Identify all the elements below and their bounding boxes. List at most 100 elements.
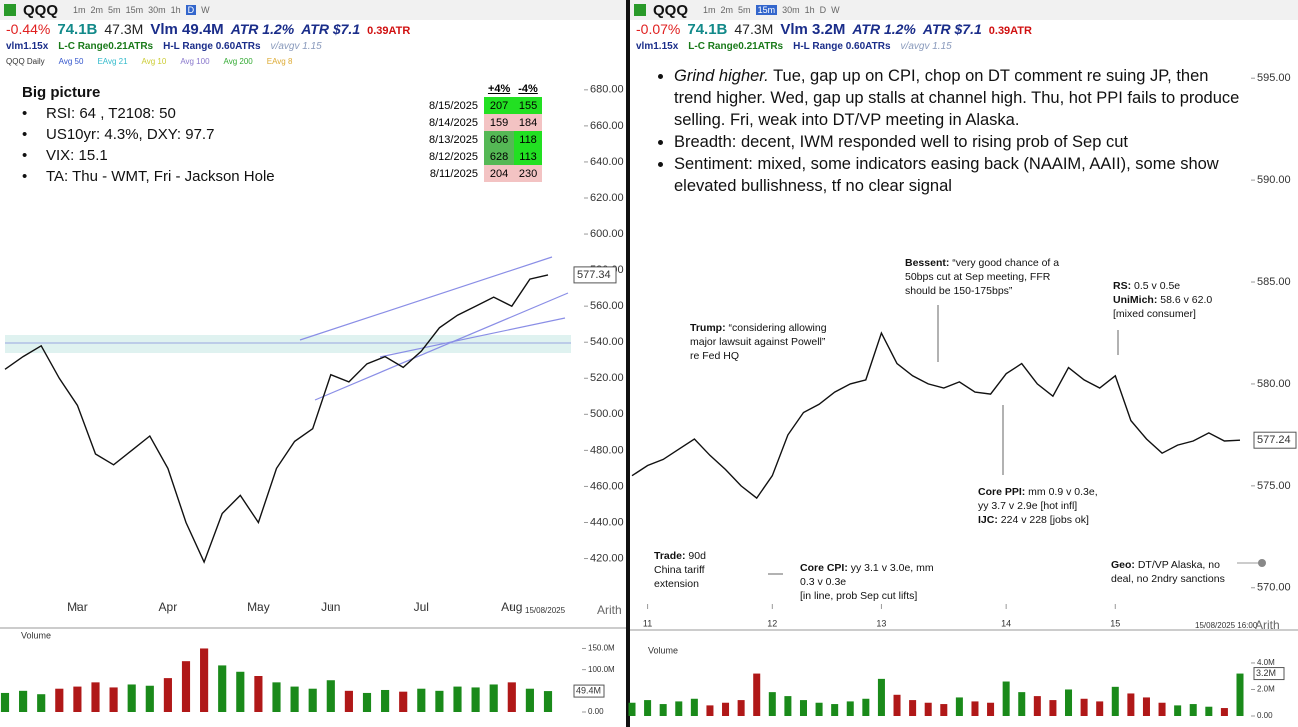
interval-button[interactable]: 5m xyxy=(738,5,751,15)
volume-bar xyxy=(200,648,209,712)
table-cell: 184 xyxy=(514,114,542,131)
indicator-row: QQQ Daily Avg 50 EAvg 21 Avg 10 Avg 100 Avg 2… xyxy=(6,57,292,66)
note-label: Bessent: xyxy=(905,257,950,269)
volume-title: Volume xyxy=(21,630,51,640)
table-row: 8/14/2025 159 184 xyxy=(425,114,542,131)
y-tick-label: 575.00 xyxy=(1257,480,1291,492)
volume-bar xyxy=(1142,697,1150,716)
price-tag-box xyxy=(1253,431,1297,449)
interval-button[interactable]: 1m xyxy=(703,5,716,15)
interval-button[interactable]: W xyxy=(831,5,840,15)
x-tick-label: 11 xyxy=(643,618,652,628)
volume-bar xyxy=(290,686,299,712)
quote-cap: 74.1B xyxy=(687,21,728,38)
interval-button[interactable]: 15m xyxy=(125,5,144,15)
volume-bar xyxy=(543,691,553,712)
y-tick-label: 680.00 xyxy=(590,84,624,96)
interval-button[interactable]: D xyxy=(185,5,197,15)
interval-button[interactable]: D xyxy=(819,5,827,15)
volume-bar xyxy=(1033,696,1041,716)
table-cell: 118 xyxy=(514,131,542,148)
volume-bar xyxy=(308,688,317,712)
indicator: Avg 50 xyxy=(58,57,84,66)
note-line: Trump: “considering allowing major lawsu… xyxy=(690,321,830,363)
interval-button[interactable]: 1h xyxy=(804,5,815,15)
volume-bar xyxy=(955,697,963,716)
indicator: Avg 100 xyxy=(180,57,210,66)
y-tick-label: 440.00 xyxy=(590,516,624,528)
quote-atr-pct: ATR 1.2% xyxy=(852,21,916,37)
volume-bar xyxy=(768,692,776,716)
y-tick-label: 590.00 xyxy=(1257,174,1291,186)
quote-vlm: Vlm 49.4M xyxy=(150,21,224,38)
volume-bar xyxy=(1049,700,1057,716)
interval-button[interactable]: W xyxy=(201,5,210,15)
volume-bar xyxy=(417,688,426,712)
note-text: mm 0.9 v 0.3e, xyxy=(1025,486,1098,498)
big-picture-title: Big picture xyxy=(22,84,101,101)
note-line: [in line, prob Sep cut lifts] xyxy=(800,589,950,603)
commentary-item: Grind higher. Tue, gap up on CPI, chop o… xyxy=(674,65,1246,131)
indicator: EAvg 8 xyxy=(266,57,293,66)
volume-bar xyxy=(1158,702,1166,716)
commentary: Grind higher. Tue, gap up on CPI, chop o… xyxy=(646,65,1246,197)
note-text: “very good chance of a 50bps cut at Sep … xyxy=(905,257,1060,297)
quote-row: -0.44% 74.1B 47.3M Vlm 49.4M ATR 1.2% ATR $7.… xyxy=(6,21,410,38)
stat: L-C Range0.21ATRs xyxy=(688,41,784,52)
quote-atr-ratio: 0.39ATR xyxy=(988,25,1032,37)
column-header: -4% xyxy=(518,82,538,95)
volume-bar xyxy=(1018,692,1026,716)
volume-bar xyxy=(784,696,792,716)
interval-button[interactable]: 15m xyxy=(755,5,778,15)
volume-bar xyxy=(272,682,281,712)
price-tag: 577.34 xyxy=(577,269,611,281)
table-cell: 8/13/2025 xyxy=(429,133,478,146)
interval-button[interactable]: 2m xyxy=(90,5,104,15)
y-tick-label: 500.00 xyxy=(590,408,624,420)
volume-bar xyxy=(924,702,932,716)
volume-bar xyxy=(722,702,730,716)
interval-button[interactable]: 1h xyxy=(170,5,181,15)
y-tick-label: 595.00 xyxy=(1257,72,1291,84)
note: Bessent: “very good chance of a 50bps cu… xyxy=(905,256,1075,298)
interval-button[interactable]: 1m xyxy=(73,5,86,15)
price-tag: 577.24 xyxy=(1257,434,1291,446)
y-tick-label: 640.00 xyxy=(590,156,624,168)
quote-atr-pct: ATR 1.2% xyxy=(230,21,295,37)
y-tick-label: 660.00 xyxy=(590,120,624,132)
note-label: IJC: xyxy=(978,514,998,526)
y-tick-label: 4.0M xyxy=(1257,658,1275,667)
note: Trump: “considering allowing major lawsu… xyxy=(690,321,830,363)
stats-row: vlm1.15x L-C Range0.21ATRs H-L Range 0.60A… xyxy=(636,41,952,52)
stat: H-L Range 0.60ATRs xyxy=(163,41,261,52)
channel-line xyxy=(379,317,566,358)
volume-bar xyxy=(525,688,534,712)
volume-bar xyxy=(73,686,82,712)
symbol-icon xyxy=(4,4,16,16)
volume-bar xyxy=(489,684,498,712)
x-tick-label: 13 xyxy=(876,618,886,628)
y-tick-label: 2.0M xyxy=(1257,685,1275,694)
symbol: QQQ xyxy=(23,1,59,19)
interval-button[interactable]: 30m xyxy=(782,5,800,15)
note-text: yy 3.1 v 3.0e, mm 0.3 v 0.3e xyxy=(800,562,934,588)
volume-bar xyxy=(799,700,807,716)
note-line: Trade: 90d China tariff extension xyxy=(654,549,726,591)
big-picture-item: TA: Thu - WMT, Fri - Jackson Hole xyxy=(22,166,275,187)
table-cell xyxy=(425,80,484,97)
note-line: Core CPI: yy 3.1 v 3.0e, mm 0.3 v 0.3e xyxy=(800,561,950,589)
note-line: Geo: DT/VP Alaska, no deal, no 2ndry san… xyxy=(1111,558,1241,586)
volume-bar xyxy=(1189,704,1197,716)
commentary-item: Breadth: decent, IWM responded well to r… xyxy=(674,131,1246,153)
y-tick-label: 460.00 xyxy=(590,480,624,492)
note-line: RS: 0.5 v 0.5e xyxy=(1113,279,1243,293)
volume-bar xyxy=(737,700,745,716)
interval-button[interactable]: 2m xyxy=(720,5,734,15)
date-stamp: 15/08/2025 xyxy=(525,606,566,615)
table-cell: 8/11/2025 xyxy=(429,167,478,180)
volume-bar xyxy=(909,700,917,716)
note-label: Geo: xyxy=(1111,559,1135,571)
interval-button[interactable]: 30m xyxy=(148,5,166,15)
interval-button[interactable]: 5m xyxy=(108,5,121,15)
